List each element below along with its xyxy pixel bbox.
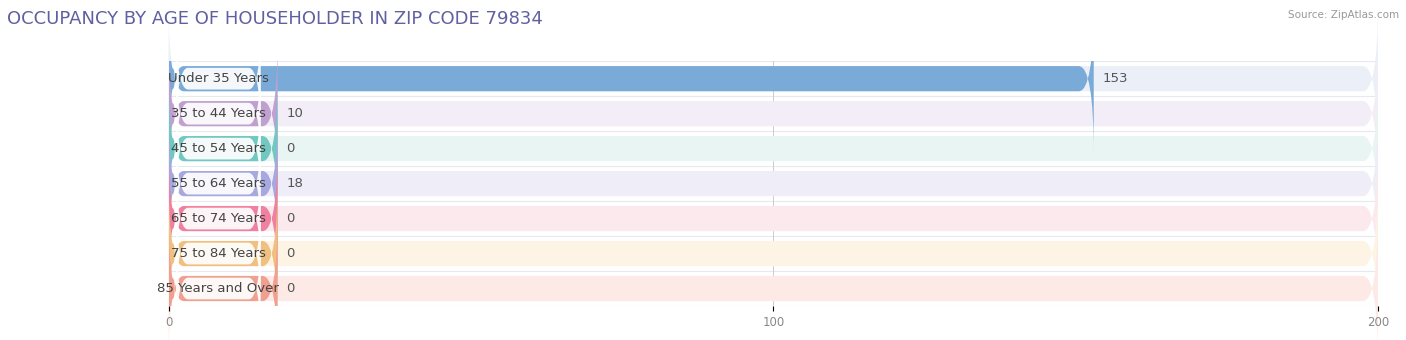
FancyBboxPatch shape (169, 74, 1378, 223)
Text: 45 to 54 Years: 45 to 54 Years (172, 142, 266, 155)
Circle shape (170, 279, 174, 298)
Circle shape (170, 104, 174, 123)
FancyBboxPatch shape (169, 179, 1378, 328)
FancyBboxPatch shape (176, 194, 260, 313)
Text: Under 35 Years: Under 35 Years (167, 72, 269, 85)
Circle shape (170, 174, 174, 193)
Text: OCCUPANCY BY AGE OF HOUSEHOLDER IN ZIP CODE 79834: OCCUPANCY BY AGE OF HOUSEHOLDER IN ZIP C… (7, 10, 543, 28)
FancyBboxPatch shape (169, 109, 277, 258)
Circle shape (170, 244, 174, 264)
Text: 153: 153 (1102, 72, 1128, 85)
Text: 0: 0 (287, 212, 295, 225)
FancyBboxPatch shape (169, 179, 277, 328)
FancyBboxPatch shape (169, 4, 1378, 154)
Circle shape (170, 69, 174, 88)
Text: 55 to 64 Years: 55 to 64 Years (172, 177, 266, 190)
FancyBboxPatch shape (169, 144, 277, 293)
Text: 0: 0 (287, 142, 295, 155)
FancyBboxPatch shape (169, 74, 277, 223)
FancyBboxPatch shape (169, 39, 1378, 188)
FancyBboxPatch shape (176, 124, 260, 243)
Circle shape (170, 209, 174, 228)
Text: 18: 18 (287, 177, 304, 190)
Text: 0: 0 (287, 282, 295, 295)
FancyBboxPatch shape (169, 214, 1378, 340)
Text: 0: 0 (287, 247, 295, 260)
FancyBboxPatch shape (169, 214, 277, 340)
FancyBboxPatch shape (169, 109, 1378, 258)
FancyBboxPatch shape (169, 39, 277, 188)
Text: 75 to 84 Years: 75 to 84 Years (172, 247, 266, 260)
Text: 85 Years and Over: 85 Years and Over (157, 282, 280, 295)
Text: 10: 10 (287, 107, 304, 120)
FancyBboxPatch shape (176, 230, 260, 340)
FancyBboxPatch shape (169, 144, 1378, 293)
Text: 65 to 74 Years: 65 to 74 Years (172, 212, 266, 225)
Text: Source: ZipAtlas.com: Source: ZipAtlas.com (1288, 10, 1399, 20)
FancyBboxPatch shape (176, 159, 260, 278)
FancyBboxPatch shape (176, 89, 260, 208)
Text: 35 to 44 Years: 35 to 44 Years (172, 107, 266, 120)
FancyBboxPatch shape (176, 54, 260, 173)
Circle shape (170, 139, 174, 158)
FancyBboxPatch shape (169, 4, 1094, 154)
FancyBboxPatch shape (176, 20, 260, 138)
